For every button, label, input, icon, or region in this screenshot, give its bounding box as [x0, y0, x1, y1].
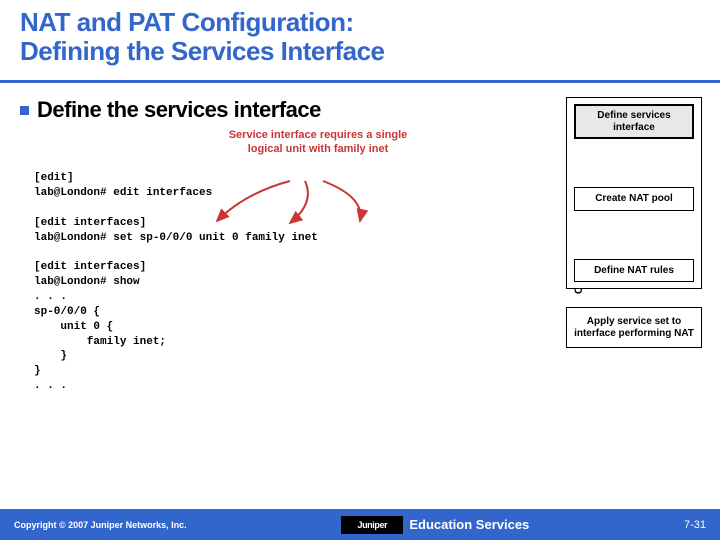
- term-l3: [edit interfaces]: [34, 217, 146, 229]
- title-line-1: NAT and PAT Configuration:: [20, 7, 354, 37]
- bullet-square-icon: [20, 106, 29, 115]
- term-l6: lab@London# show: [34, 276, 140, 288]
- flow-sidebar: Create service set Define services inter…: [566, 97, 702, 409]
- slide-header: NAT and PAT Configuration: Defining the …: [0, 0, 720, 83]
- flow-outer-box: Define services interface Create NAT poo…: [566, 97, 702, 289]
- copyright-text: Copyright © 2007 Juniper Networks, Inc.: [0, 520, 187, 530]
- term-l13: . . .: [34, 380, 67, 392]
- slide-body: Define the services interface Service in…: [0, 83, 720, 471]
- title-line-2: Defining the Services Interface: [20, 36, 385, 66]
- flow-step-define-interface: Define services interface: [574, 104, 694, 139]
- juniper-logo-icon: Juniper: [341, 516, 403, 534]
- callout-annotation: Service interface requires a single logi…: [228, 129, 408, 157]
- bullet-text: Define the services interface: [37, 97, 321, 123]
- term-l5: [edit interfaces]: [34, 261, 146, 273]
- term-l7: . . .: [34, 291, 67, 303]
- footer-center: Juniper Education Services: [187, 516, 684, 534]
- term-l8: sp-0/0/0 {: [34, 306, 100, 318]
- term-l9: unit 0 {: [34, 321, 113, 333]
- footer-brand: Education Services: [409, 517, 529, 532]
- term-l2: lab@London# edit interfaces: [34, 187, 212, 199]
- term-l12: }: [34, 365, 41, 377]
- term-l11: }: [34, 350, 67, 362]
- flow-step-create-pool: Create NAT pool: [574, 187, 694, 211]
- term-l1: [edit]: [34, 172, 74, 184]
- term-l4: lab@London# set sp-0/0/0 unit 0 family i…: [34, 232, 318, 244]
- slide-title: NAT and PAT Configuration: Defining the …: [20, 8, 700, 66]
- slide-footer: Copyright © 2007 Juniper Networks, Inc. …: [0, 509, 720, 540]
- flow-step-define-rules: Define NAT rules: [574, 259, 694, 283]
- page-number: 7-31: [684, 519, 720, 531]
- term-l10: family inet;: [34, 336, 166, 348]
- flow-step-apply-set: Apply service set to interface performin…: [566, 307, 702, 348]
